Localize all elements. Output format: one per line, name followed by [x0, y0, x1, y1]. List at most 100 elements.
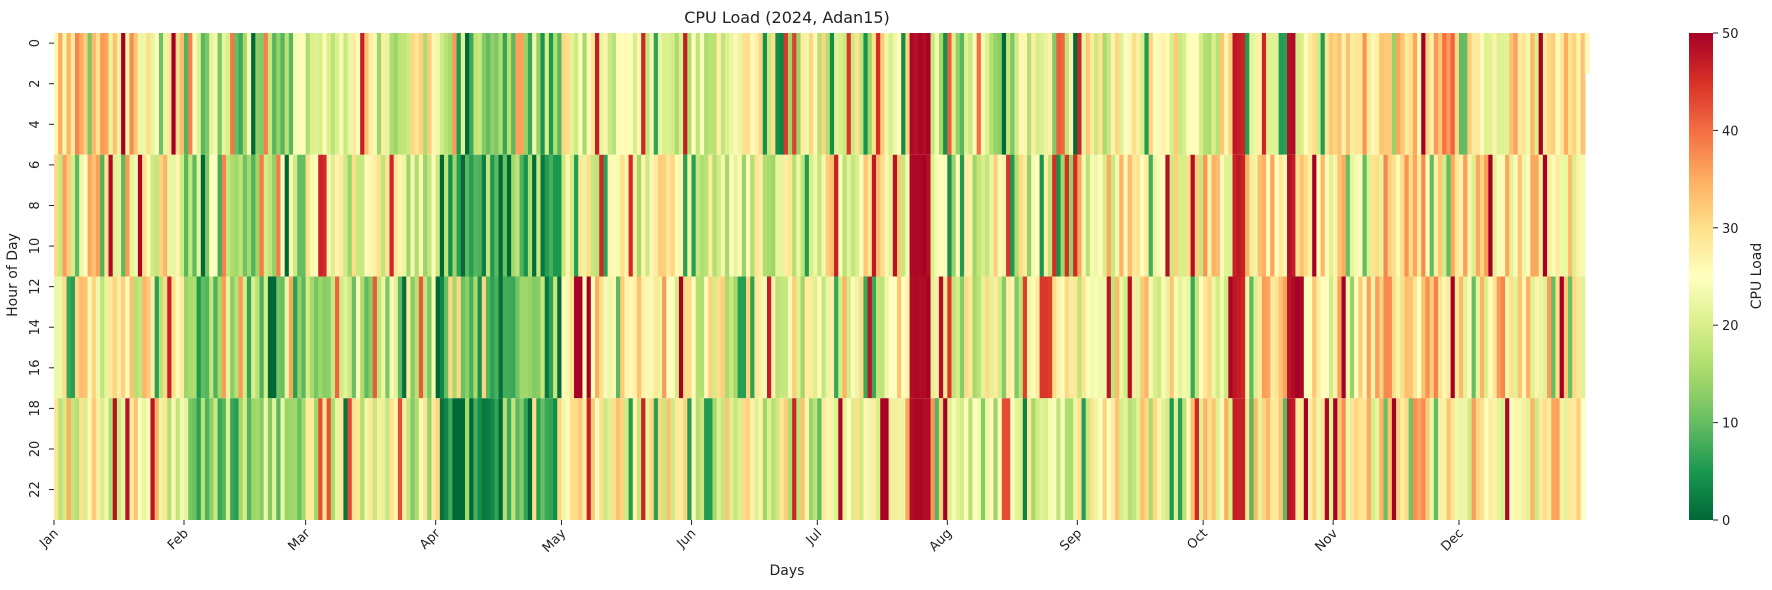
- heatmap-cell: [624, 33, 630, 155]
- heatmap-cell: [511, 276, 516, 399]
- heatmap-cell: [284, 33, 290, 155]
- heatmap-cell: [213, 33, 219, 155]
- heatmap-cell: [1328, 276, 1334, 399]
- heatmap-cell: [985, 33, 990, 155]
- heatmap-cell: [305, 154, 311, 277]
- heatmap-cell: [154, 33, 160, 155]
- heatmap-cell: [104, 398, 110, 520]
- heatmap-cell: [272, 276, 277, 399]
- heatmap-cell: [615, 154, 621, 277]
- heatmap-cell: [62, 33, 68, 155]
- heatmap-cell: [1484, 154, 1489, 277]
- heatmap-cell: [1047, 398, 1053, 520]
- heatmap-cell: [1429, 154, 1435, 277]
- heatmap-cell: [1215, 154, 1221, 277]
- heatmap-cell: [540, 398, 546, 520]
- heatmap-cell: [783, 154, 789, 277]
- heatmap-cell: [184, 33, 189, 155]
- heatmap-cell: [737, 33, 743, 155]
- heatmap-cell: [410, 154, 416, 277]
- heatmap-cell: [1408, 154, 1414, 277]
- heatmap-cell: [213, 154, 219, 277]
- heatmap-cell: [796, 33, 802, 155]
- heatmap-cell: [1404, 154, 1410, 277]
- heatmap-cell: [1249, 276, 1255, 399]
- heatmap-cell: [1530, 33, 1536, 155]
- heatmap-cell: [1010, 276, 1016, 399]
- heatmap-cell: [1031, 33, 1036, 155]
- heatmap-cell: [896, 33, 902, 155]
- heatmap-cell: [1484, 398, 1489, 520]
- heatmap-cell: [1182, 154, 1187, 277]
- heatmap-cell: [1136, 154, 1141, 277]
- heatmap-cell: [1542, 154, 1548, 277]
- heatmap-cell: [158, 154, 164, 277]
- heatmap-cell: [532, 276, 537, 399]
- heatmap-cell: [1232, 398, 1238, 520]
- y-axis: 0 2 4 6 8 10 12 14 16 18 20 22: [28, 39, 54, 498]
- heatmap-cell: [1287, 33, 1292, 155]
- heatmap-cell: [418, 154, 424, 277]
- heatmap-cell: [116, 276, 122, 399]
- heatmap-cell: [1328, 33, 1334, 155]
- heatmap-cell: [699, 33, 705, 155]
- heatmap-cell: [817, 276, 823, 399]
- heatmap-cell: [1001, 398, 1007, 520]
- heatmap-cell: [599, 276, 605, 399]
- heatmap-cell: [666, 154, 672, 277]
- heatmap-cell: [1341, 154, 1347, 277]
- heatmap-cell: [1198, 154, 1204, 277]
- heatmap-cell: [980, 33, 986, 155]
- heatmap-cell: [309, 276, 315, 399]
- heatmap-cell: [1375, 276, 1380, 399]
- heatmap-cell: [1400, 154, 1406, 277]
- heatmap-cell: [1119, 276, 1125, 399]
- heatmap-cell: [439, 276, 445, 399]
- colorbar: [1689, 33, 1713, 520]
- heatmap-cell: [1081, 154, 1087, 277]
- heatmap-cell: [1173, 154, 1179, 277]
- heatmap-cell: [494, 33, 500, 155]
- heatmap-cell: [834, 398, 839, 520]
- heatmap-cell: [1555, 154, 1561, 277]
- heatmap-cell: [574, 154, 579, 277]
- heatmap-cell: [1064, 154, 1070, 277]
- heatmap-cell: [720, 154, 726, 277]
- heatmap-cell: [662, 276, 667, 399]
- heatmap-cell: [1316, 276, 1322, 399]
- heatmap-cell: [993, 154, 999, 277]
- heatmap-cell: [838, 276, 844, 399]
- heatmap-cell: [188, 398, 193, 520]
- heatmap-cell: [787, 154, 793, 277]
- heatmap-cell: [808, 33, 814, 155]
- heatmap-cell: [678, 398, 684, 520]
- heatmap-cell: [964, 276, 969, 399]
- heatmap-cell: [892, 154, 898, 277]
- heatmap-cell: [649, 154, 655, 277]
- heatmap-cell: [246, 398, 252, 520]
- heatmap-cell: [234, 276, 240, 399]
- heatmap-cell: [1438, 398, 1443, 520]
- heatmap-cell: [1500, 276, 1506, 399]
- heatmap-cell: [1110, 154, 1116, 277]
- heatmap-cell: [1400, 276, 1406, 399]
- heatmap-cell: [515, 398, 521, 520]
- heatmap-cell: [133, 276, 139, 399]
- heatmap-cell: [1031, 276, 1036, 399]
- heatmap-cell: [263, 398, 269, 520]
- x-tick-label: Mar: [286, 526, 314, 554]
- heatmap-cell: [79, 33, 84, 155]
- heatmap-cell: [62, 398, 68, 520]
- heatmap-cell: [1454, 276, 1460, 399]
- heatmap-cell: [565, 398, 571, 520]
- heatmap-cell: [297, 398, 303, 520]
- heatmap-cell: [1068, 398, 1074, 520]
- heatmap-cell: [217, 154, 223, 277]
- heatmap-cell: [100, 154, 105, 277]
- heatmap-cell: [502, 33, 508, 155]
- heatmap-cell: [121, 276, 126, 399]
- heatmap-cell: [1450, 154, 1456, 277]
- heatmap-cell: [184, 276, 189, 399]
- heatmap-cell: [595, 154, 600, 277]
- heatmap-cell: [1027, 154, 1032, 277]
